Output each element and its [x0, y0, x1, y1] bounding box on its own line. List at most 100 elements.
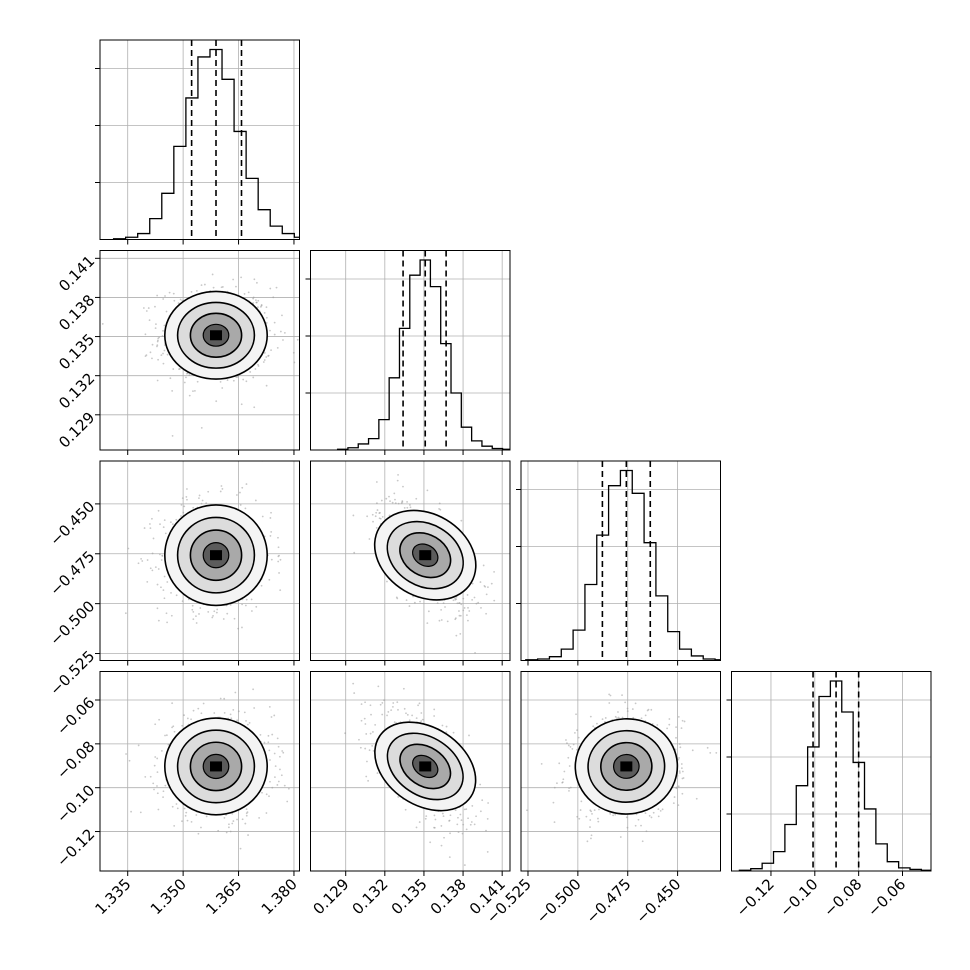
scatter-panel-2-1: [310, 460, 511, 661]
sample-point: [578, 817, 581, 820]
sample-point: [281, 750, 284, 752]
panel-frame: [731, 671, 932, 872]
sample-point: [375, 511, 378, 514]
sample-point: [270, 716, 273, 718]
y-tick-label: −0.475: [46, 547, 98, 599]
sample-point: [359, 746, 362, 749]
sample-point: [567, 744, 570, 747]
sample-point: [444, 606, 446, 608]
sample-point: [243, 293, 246, 295]
sample-point: [151, 517, 153, 520]
sample-point: [487, 802, 490, 804]
sample-point: [434, 818, 437, 821]
y-tick-label: 0.132: [55, 369, 98, 412]
sample-point: [579, 809, 582, 811]
sample-point: [668, 718, 671, 720]
sample-point: [265, 356, 268, 358]
sample-point: [146, 559, 149, 561]
sample-point: [254, 499, 257, 502]
sample-point: [462, 597, 465, 600]
sample-point: [280, 774, 283, 777]
sample-point: [192, 506, 195, 509]
sample-point: [352, 682, 355, 685]
sample-point: [374, 515, 377, 518]
sample-point: [166, 353, 169, 356]
sample-point: [154, 327, 157, 330]
sample-point: [371, 744, 374, 747]
sample-point: [616, 717, 618, 720]
sample-point: [181, 497, 184, 500]
sample-point: [183, 505, 186, 508]
sample-point: [242, 378, 245, 381]
sample-point: [212, 286, 215, 289]
sample-point: [459, 632, 462, 635]
sample-point: [657, 808, 660, 811]
sample-point: [374, 723, 377, 726]
sample-point: [160, 750, 163, 752]
sample-point: [679, 746, 682, 749]
sample-point: [171, 390, 174, 392]
sample-point: [171, 434, 174, 437]
sample-point: [244, 822, 247, 825]
sample-point: [159, 523, 161, 526]
sample-point: [493, 570, 495, 573]
sample-point: [666, 727, 669, 730]
sample-point: [186, 819, 189, 822]
sample-point: [589, 715, 592, 718]
sample-point: [675, 736, 677, 739]
x-tick-label: −0.06: [864, 875, 909, 920]
sample-point: [277, 780, 280, 783]
sample-point: [270, 349, 272, 352]
sample-point: [577, 736, 580, 739]
sample-point: [364, 701, 366, 704]
sample-point: [403, 506, 406, 509]
sample-point: [617, 711, 619, 713]
sample-point: [402, 485, 404, 488]
sample-point: [445, 731, 448, 734]
sample-point: [457, 816, 459, 819]
sample-point: [471, 805, 474, 807]
sample-point: [259, 305, 262, 308]
sample-point: [271, 786, 274, 789]
sample-point: [233, 617, 236, 620]
sample-point: [575, 713, 577, 716]
sample-point: [576, 729, 578, 732]
sample-point: [375, 481, 378, 483]
sample-point: [553, 786, 556, 789]
density-peak: [419, 550, 432, 561]
sample-point: [592, 725, 595, 728]
sample-point: [392, 702, 395, 704]
sample-point: [161, 334, 164, 337]
sample-point: [253, 406, 256, 409]
sample-point: [241, 486, 244, 489]
sample-point: [168, 291, 171, 294]
sample-point: [156, 792, 159, 795]
sample-point: [612, 814, 615, 817]
sample-point: [156, 771, 159, 774]
sample-point: [269, 287, 272, 290]
sample-point: [415, 717, 418, 720]
sample-point: [171, 726, 173, 729]
sample-point: [164, 784, 167, 787]
sample-point: [142, 307, 145, 309]
sample-point: [257, 299, 260, 302]
sample-point: [482, 564, 485, 567]
sample-point: [433, 708, 436, 711]
sample-point: [188, 394, 191, 397]
sample-point: [632, 716, 635, 719]
panel-frame: [99, 250, 300, 451]
sample-point: [473, 823, 476, 826]
sample-point: [438, 619, 441, 622]
sample-point: [626, 710, 629, 713]
sample-point: [409, 506, 412, 509]
sample-point: [580, 800, 583, 803]
sample-point: [252, 302, 255, 304]
sample-point: [200, 826, 202, 829]
sample-point: [396, 701, 399, 704]
sample-point: [221, 387, 224, 389]
sample-point: [177, 302, 180, 305]
sample-point: [175, 803, 178, 805]
sample-point: [186, 372, 188, 375]
sample-point: [239, 504, 242, 506]
